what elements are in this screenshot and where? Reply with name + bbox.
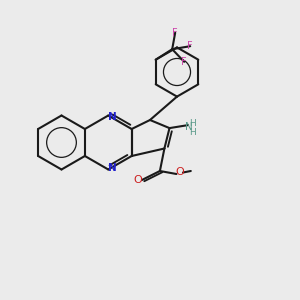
Text: F: F [182,57,187,67]
Text: N: N [108,163,117,173]
Text: H: H [190,128,196,137]
Text: F: F [172,28,178,38]
Text: O: O [133,175,142,185]
Text: F: F [188,41,193,51]
Text: N: N [108,112,117,122]
Text: N: N [185,122,193,133]
Text: O: O [175,167,184,177]
Text: H: H [190,119,196,128]
